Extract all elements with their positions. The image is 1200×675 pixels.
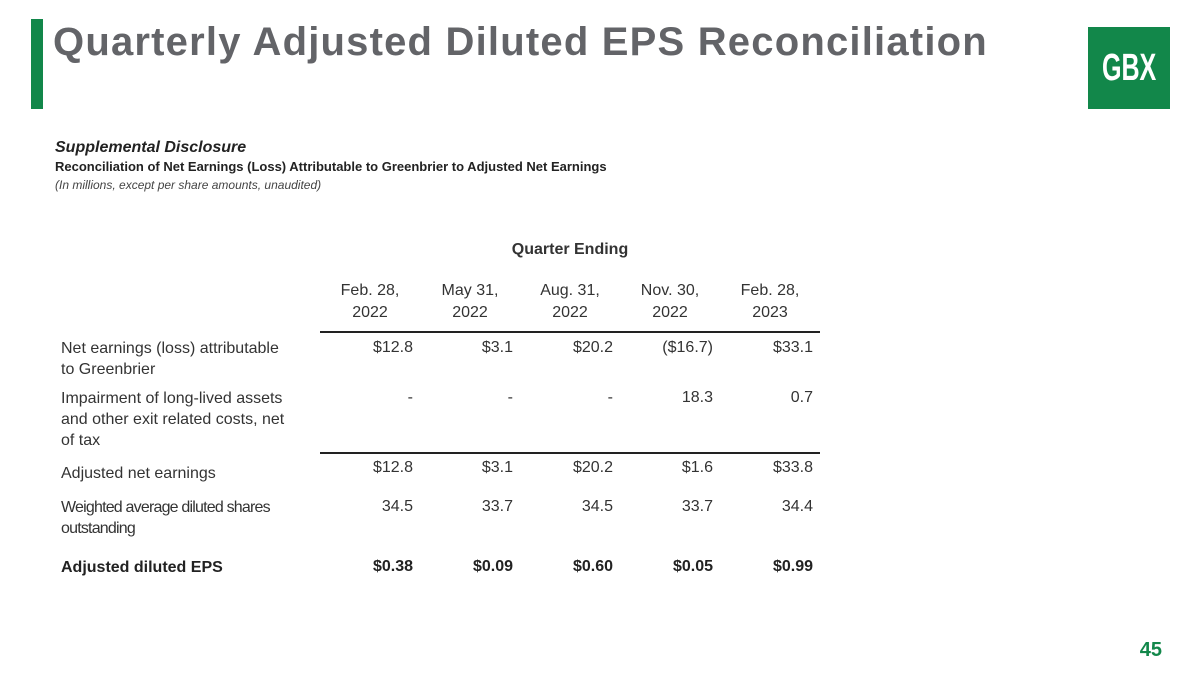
column-header-line1: May 31, bbox=[441, 282, 499, 299]
row-label-line: of tax bbox=[61, 432, 101, 449]
table-cell: $3.1 bbox=[481, 339, 513, 356]
title-accent-bar bbox=[31, 19, 43, 109]
row-label-adjusted-diluted-eps: Adjusted diluted EPS bbox=[61, 557, 223, 578]
table-cell: $0.38 bbox=[372, 558, 413, 575]
table-cell: 33.7 bbox=[481, 498, 513, 515]
table-cell: $3.1 bbox=[481, 459, 513, 476]
row-label-line: Net earnings (loss) attributable bbox=[61, 340, 279, 357]
column-header-line1: Nov. 30, bbox=[640, 282, 700, 299]
row-label-net-earnings: Net earnings (loss) attributable to Green… bbox=[61, 338, 279, 380]
table-cell: 0.7 bbox=[790, 389, 813, 406]
gbx-logo: GBX bbox=[1088, 27, 1170, 109]
row-label-line: outstanding bbox=[61, 520, 136, 537]
column-header-line2: 2023 bbox=[752, 304, 788, 321]
page-number: 45 bbox=[1139, 639, 1162, 661]
table-cell: $0.05 bbox=[672, 558, 713, 575]
table-cell: $12.8 bbox=[372, 339, 413, 356]
row-label-adjusted-net-earnings: Adjusted net earnings bbox=[61, 463, 216, 484]
table-cell: - bbox=[407, 389, 413, 406]
table-cell: $20.2 bbox=[572, 339, 613, 356]
column-header-line1: Aug. 31, bbox=[540, 282, 600, 299]
table-cell: $0.60 bbox=[572, 558, 613, 575]
table-cell: $1.6 bbox=[681, 459, 713, 476]
table-cell: $20.2 bbox=[572, 459, 613, 476]
row-label-line: Adjusted diluted EPS bbox=[61, 559, 223, 576]
logo-text: GBX bbox=[1101, 47, 1157, 89]
table-cell: $12.8 bbox=[372, 459, 413, 476]
row-label-impairment: Impairment of long-lived assets and other… bbox=[61, 388, 284, 451]
column-header: Feb. 28, 2023 bbox=[720, 280, 820, 324]
table-cell: $33.8 bbox=[772, 459, 813, 476]
table-cell: 34.5 bbox=[381, 498, 413, 515]
disclosure-note: (In millions, except per share amounts, … bbox=[55, 178, 322, 192]
column-header: Aug. 31, 2022 bbox=[520, 280, 620, 324]
row-label-line: Weighted average diluted shares bbox=[61, 499, 271, 516]
column-header-line1: Feb. 28, bbox=[340, 282, 400, 299]
column-header: Nov. 30, 2022 bbox=[620, 280, 720, 324]
header-divider bbox=[320, 331, 820, 333]
table-cell: 34.4 bbox=[781, 498, 813, 515]
table-cell: $0.99 bbox=[772, 558, 813, 575]
table-cell: - bbox=[607, 389, 613, 406]
quarter-ending-header: Quarter Ending bbox=[511, 241, 629, 258]
column-header-line2: 2022 bbox=[352, 304, 388, 321]
column-header: Feb. 28, 2022 bbox=[320, 280, 420, 324]
column-header: May 31, 2022 bbox=[420, 280, 520, 324]
subtotal-divider bbox=[320, 452, 820, 454]
table-cell: ($16.7) bbox=[662, 339, 713, 356]
table-cell: $0.09 bbox=[472, 558, 513, 575]
table-cell: - bbox=[507, 389, 513, 406]
row-label-line: and other exit related costs, net bbox=[61, 411, 285, 428]
page-title: Quarterly Adjusted Diluted EPS Reconcili… bbox=[53, 20, 988, 64]
disclosure-subtitle: Reconciliation of Net Earnings (Loss) At… bbox=[55, 159, 607, 174]
row-label-line: Impairment of long-lived assets bbox=[61, 390, 283, 407]
row-label-line: to Greenbrier bbox=[61, 361, 156, 378]
disclosure-title: Supplemental Disclosure bbox=[55, 139, 247, 156]
column-header-line2: 2022 bbox=[652, 304, 688, 321]
row-label-line: Adjusted net earnings bbox=[61, 465, 216, 482]
table-cell: 34.5 bbox=[581, 498, 613, 515]
column-header-line2: 2022 bbox=[452, 304, 488, 321]
column-header-line1: Feb. 28, bbox=[740, 282, 800, 299]
table-cell: 18.3 bbox=[681, 389, 713, 406]
column-header-line2: 2022 bbox=[552, 304, 588, 321]
table-cell: $33.1 bbox=[772, 339, 813, 356]
row-label-weighted-shares: Weighted average diluted shares outstandi… bbox=[61, 497, 271, 539]
table-cell: 33.7 bbox=[681, 498, 713, 515]
